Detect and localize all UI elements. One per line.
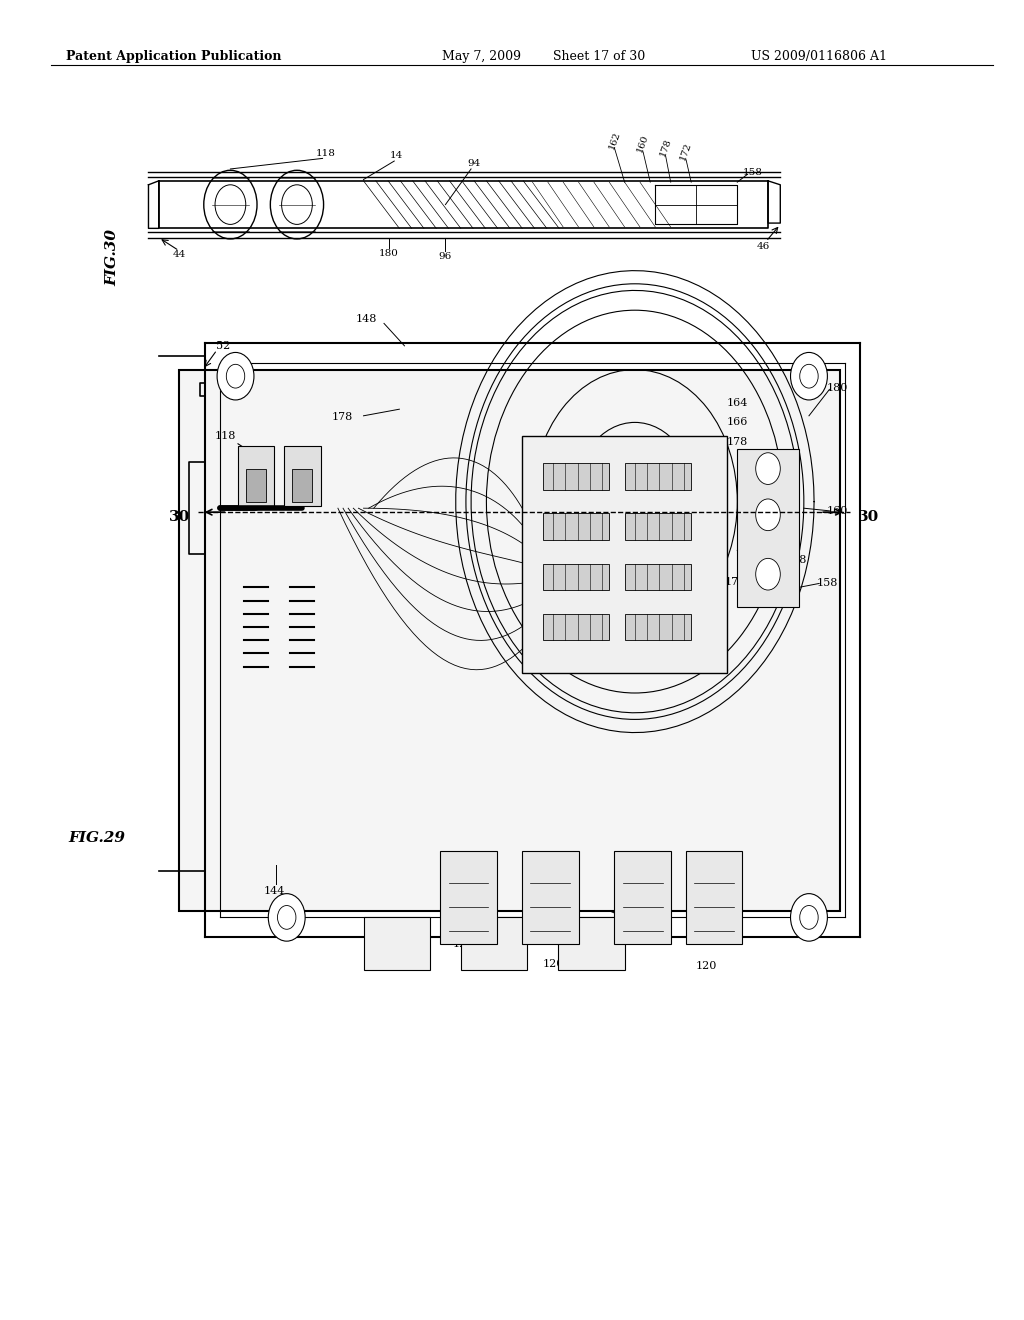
Text: 160: 160 xyxy=(636,133,650,154)
Text: 122: 122 xyxy=(453,939,473,949)
Text: 180: 180 xyxy=(379,249,399,257)
Text: 162: 162 xyxy=(630,591,651,602)
Circle shape xyxy=(791,352,827,400)
Circle shape xyxy=(268,894,305,941)
Bar xyxy=(284,446,321,506)
Text: 178: 178 xyxy=(332,412,353,422)
Text: 180: 180 xyxy=(735,565,757,576)
Text: 148: 148 xyxy=(355,314,377,325)
Bar xyxy=(461,917,527,970)
Text: 164: 164 xyxy=(727,397,748,408)
Text: 170: 170 xyxy=(725,577,746,587)
Text: 52: 52 xyxy=(216,341,230,351)
Text: 146: 146 xyxy=(625,465,645,475)
Circle shape xyxy=(217,352,254,400)
Text: 158: 158 xyxy=(817,578,838,589)
Text: FIG.30: FIG.30 xyxy=(105,228,120,286)
Text: 178: 178 xyxy=(658,137,673,158)
Bar xyxy=(686,851,742,944)
Bar xyxy=(543,513,609,540)
Text: Sheet 17 of 30: Sheet 17 of 30 xyxy=(553,50,645,63)
Text: 144: 144 xyxy=(264,886,285,896)
Text: 96: 96 xyxy=(439,252,452,260)
Text: 168: 168 xyxy=(786,554,807,565)
Bar xyxy=(625,614,691,640)
Bar xyxy=(625,513,691,540)
Bar xyxy=(625,463,691,490)
Bar xyxy=(246,469,266,502)
Bar xyxy=(737,449,799,607)
Text: FIG.29: FIG.29 xyxy=(69,832,126,845)
Circle shape xyxy=(756,499,780,531)
Text: 178: 178 xyxy=(727,437,748,447)
Text: US 2009/0116806 A1: US 2009/0116806 A1 xyxy=(752,50,887,63)
Text: 172: 172 xyxy=(679,141,693,162)
Bar xyxy=(522,851,579,944)
Text: 120: 120 xyxy=(696,961,717,972)
Bar xyxy=(558,917,625,970)
Polygon shape xyxy=(179,370,840,911)
Bar xyxy=(625,564,691,590)
Text: 118: 118 xyxy=(215,430,236,441)
Text: 30: 30 xyxy=(169,511,189,524)
Bar xyxy=(522,436,727,673)
Text: 160: 160 xyxy=(827,506,848,516)
Text: 46: 46 xyxy=(757,243,769,251)
Text: 30: 30 xyxy=(858,511,879,524)
Text: 94: 94 xyxy=(468,160,480,168)
Text: 14: 14 xyxy=(390,152,402,160)
Text: 122: 122 xyxy=(650,932,671,942)
Bar xyxy=(292,469,312,502)
Bar xyxy=(543,564,609,590)
Bar xyxy=(440,851,497,944)
Bar xyxy=(364,917,430,970)
Bar xyxy=(238,446,274,506)
Text: 118: 118 xyxy=(315,149,336,157)
Bar xyxy=(543,463,609,490)
Text: 158: 158 xyxy=(742,169,763,177)
Text: 44: 44 xyxy=(173,251,185,259)
Text: 162: 162 xyxy=(607,129,622,150)
Bar xyxy=(543,614,609,640)
Text: 176: 176 xyxy=(635,581,656,591)
Text: May 7, 2009: May 7, 2009 xyxy=(441,50,521,63)
Circle shape xyxy=(791,894,827,941)
Circle shape xyxy=(756,453,780,484)
Text: 180: 180 xyxy=(827,383,848,393)
Text: 166: 166 xyxy=(727,417,748,428)
Text: Patent Application Publication: Patent Application Publication xyxy=(67,50,282,63)
Text: 120: 120 xyxy=(543,958,563,969)
Bar xyxy=(614,851,671,944)
Circle shape xyxy=(756,558,780,590)
